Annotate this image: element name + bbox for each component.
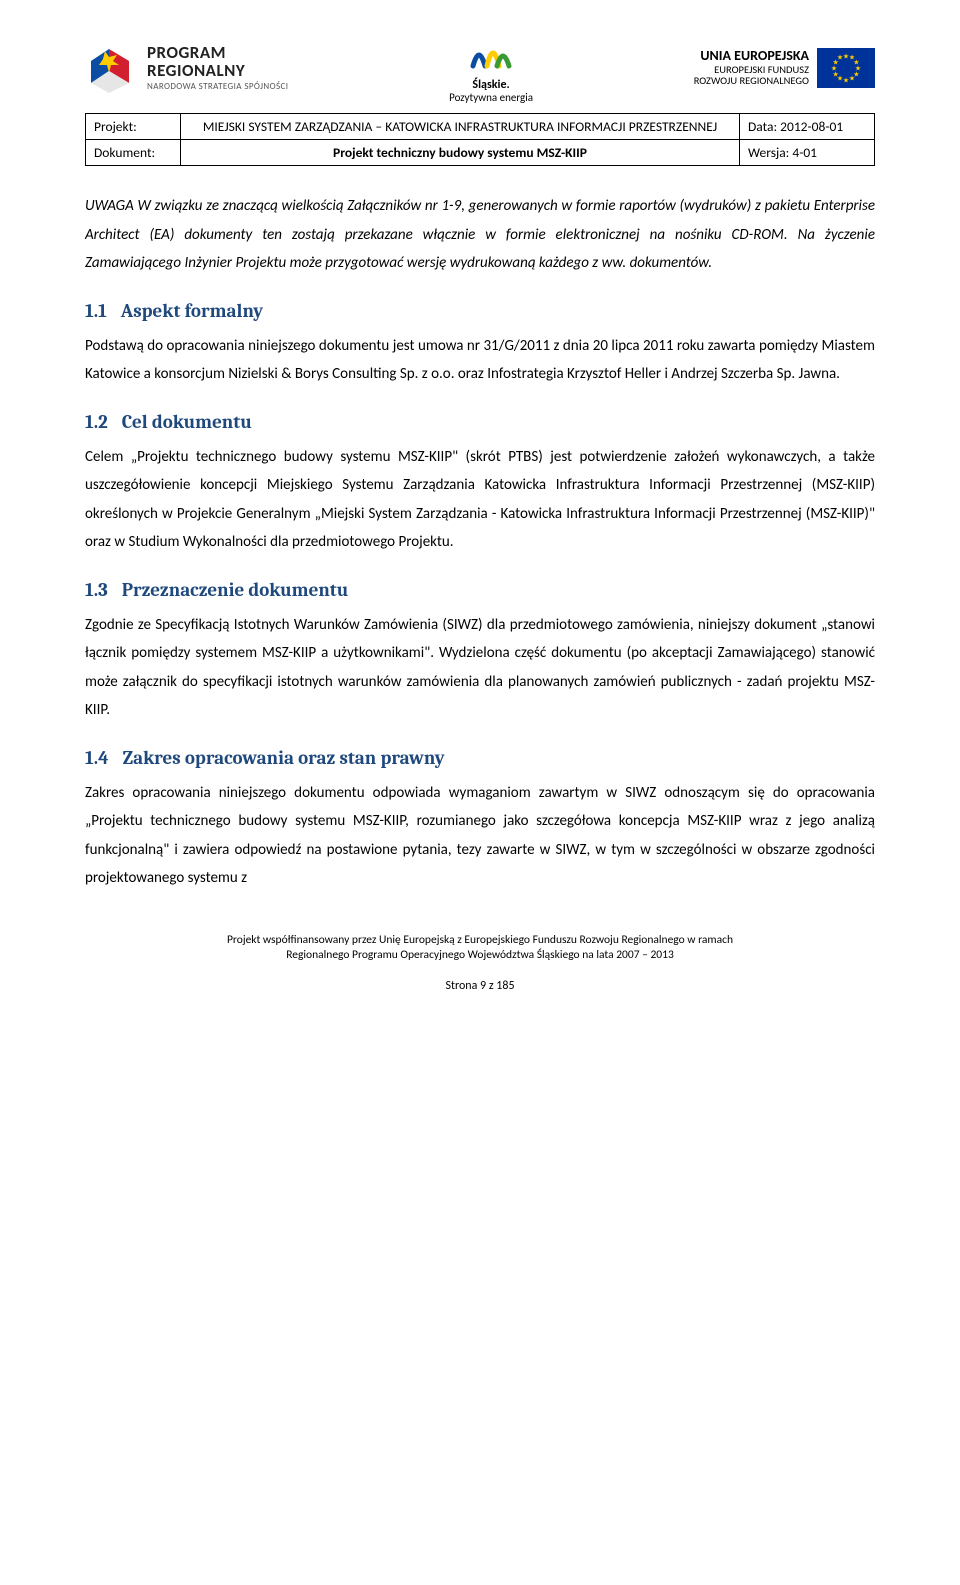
heading-1-3: 1.3 Przeznaczenie dokumentu	[85, 579, 875, 601]
page-footer: Projekt współfinansowany przez Unię Euro…	[85, 933, 875, 994]
heading-1-4: 1.4 Zakres opracowania oraz stan prawny	[85, 747, 875, 769]
meta-document-label: Dokument:	[86, 140, 181, 166]
heading-1-1: 1.1 Aspekt formalny	[85, 300, 875, 322]
logo-slaskie-line2: Pozytywna energia	[449, 92, 533, 104]
section-1-2-p1: Celem „Projektu technicznego budowy syst…	[85, 443, 875, 557]
logo-eu-text: UNIA EUROPEJSKA EUROPEJSKI FUNDUSZ ROZWO…	[694, 48, 809, 86]
logo-slaskie-text: Śląskie. Pozytywna energia	[449, 79, 533, 103]
document-meta-table: Projekt: MIEJSKI SYSTEM ZARZĄDZANIA – KA…	[85, 113, 875, 166]
logo-program-text: PROGRAM REGIONALNY NARODOWA STRATEGIA SP…	[147, 44, 288, 91]
logo-program-line3: NARODOWA STRATEGIA SPÓJNOŚCI	[147, 82, 288, 91]
meta-row-project: Projekt: MIEJSKI SYSTEM ZARZĄDZANIA – KA…	[86, 114, 875, 140]
program-regionalny-icon	[85, 41, 139, 95]
meta-project-label: Projekt:	[86, 114, 181, 140]
eu-flag-icon: ★★★★★★★★★★★★	[817, 48, 875, 88]
section-1-4-p1: Zakres opracowania niniejszego dokumentu…	[85, 779, 875, 893]
heading-1-1-title: Aspekt formalny	[121, 300, 263, 322]
heading-1-4-num: 1.4	[85, 747, 109, 769]
meta-project-date: Data: 2012-08-01	[740, 114, 875, 140]
logo-slaskie: Śląskie. Pozytywna energia	[449, 32, 533, 103]
footer-page-number: Strona 9 z 185	[85, 978, 875, 994]
logo-slaskie-line1: Śląskie.	[449, 79, 533, 92]
intro-paragraph: UWAGA W związku ze znaczącą wielkością Z…	[85, 192, 875, 278]
footer-line2: Regionalnego Programu Operacyjnego Wojew…	[85, 948, 875, 964]
heading-1-2: 1.2 Cel dokumentu	[85, 411, 875, 433]
heading-1-4-title: Zakres opracowania oraz stan prawny	[123, 747, 445, 769]
heading-1-2-num: 1.2	[85, 411, 108, 433]
meta-document-title: Projekt techniczny budowy systemu MSZ-KI…	[181, 140, 740, 166]
logo-program-regionalny: PROGRAM REGIONALNY NARODOWA STRATEGIA SP…	[85, 41, 288, 95]
document-body: UWAGA W związku ze znaczącą wielkością Z…	[85, 192, 875, 893]
footer-line1: Projekt współfinansowany przez Unię Euro…	[85, 933, 875, 949]
section-1-1-p1: Podstawą do opracowania niniejszego doku…	[85, 332, 875, 389]
header-logo-strip: PROGRAM REGIONALNY NARODOWA STRATEGIA SP…	[85, 32, 875, 103]
slaskie-icon	[467, 32, 515, 77]
heading-1-3-num: 1.3	[85, 579, 108, 601]
meta-document-version: Wersja: 4-01	[740, 140, 875, 166]
meta-project-title: MIEJSKI SYSTEM ZARZĄDZANIA – KATOWICKA I…	[181, 114, 740, 140]
logo-eu-line1: UNIA EUROPEJSKA	[694, 48, 809, 63]
meta-row-document: Dokument: Projekt techniczny budowy syst…	[86, 140, 875, 166]
heading-1-2-title: Cel dokumentu	[122, 411, 252, 433]
document-page: PROGRAM REGIONALNY NARODOWA STRATEGIA SP…	[0, 0, 960, 1022]
heading-1-3-title: Przeznaczenie dokumentu	[122, 579, 349, 601]
logo-eu: UNIA EUROPEJSKA EUROPEJSKI FUNDUSZ ROZWO…	[694, 48, 875, 88]
section-1-3-p1: Zgodnie ze Specyfikacją Istotnych Warunk…	[85, 611, 875, 725]
logo-eu-line3: ROZWOJU REGIONALNEGO	[694, 75, 809, 87]
heading-1-1-num: 1.1	[85, 300, 107, 322]
logo-program-line2: REGIONALNY	[147, 62, 288, 80]
